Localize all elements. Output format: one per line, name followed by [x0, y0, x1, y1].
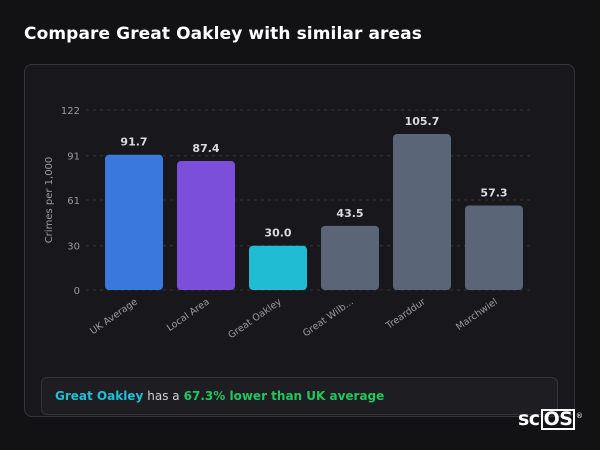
- summary-box: Great Oakley has a 67.3% lower than UK a…: [41, 377, 558, 415]
- x-tick-label: UK Average: [88, 296, 140, 337]
- summary-area-name: Great Oakley: [55, 389, 144, 403]
- bar-value-label: 91.7: [120, 136, 147, 149]
- logo-text-boxed: OS: [540, 409, 576, 430]
- x-tick-label: Marchwiel: [454, 296, 500, 332]
- summary-connector: has a: [147, 389, 180, 403]
- y-tick-label: 91: [67, 152, 80, 163]
- bar-uk-average[interactable]: [105, 154, 163, 290]
- y-tick-label: 0: [74, 286, 80, 297]
- bar-marchwiel[interactable]: [465, 205, 523, 290]
- logo-text-left: sc: [518, 408, 540, 430]
- y-axis-label: Crimes per 1,000: [44, 157, 55, 244]
- y-tick-label: 61: [67, 196, 80, 207]
- bar-trearddur[interactable]: [393, 134, 451, 290]
- x-tick-label: Great Oakley: [226, 296, 284, 341]
- bar-local-area[interactable]: [177, 161, 235, 290]
- scos-logo: sc OS ®: [518, 408, 583, 430]
- logo-registered-mark: ®: [575, 412, 583, 420]
- bar-value-label: 43.5: [336, 207, 363, 220]
- bar-great-oakley[interactable]: [249, 245, 307, 290]
- bar-great-wilb[interactable]: [321, 225, 379, 290]
- y-tick-label: 30: [67, 242, 80, 253]
- x-tick-label: Trearddur: [383, 296, 427, 332]
- page-title: Compare Great Oakley with similar areas: [24, 24, 422, 44]
- summary-comparison: 67.3% lower than UK average: [183, 389, 385, 403]
- bar-value-label: 105.7: [405, 115, 440, 128]
- x-tick-label: Great Wilb...: [301, 296, 356, 339]
- y-tick-label: 122: [61, 106, 80, 117]
- x-tick-label: Local Area: [165, 296, 212, 333]
- bar-value-label: 30.0: [264, 227, 291, 240]
- bar-value-label: 57.3: [480, 186, 507, 199]
- bar-value-label: 87.4: [192, 142, 219, 155]
